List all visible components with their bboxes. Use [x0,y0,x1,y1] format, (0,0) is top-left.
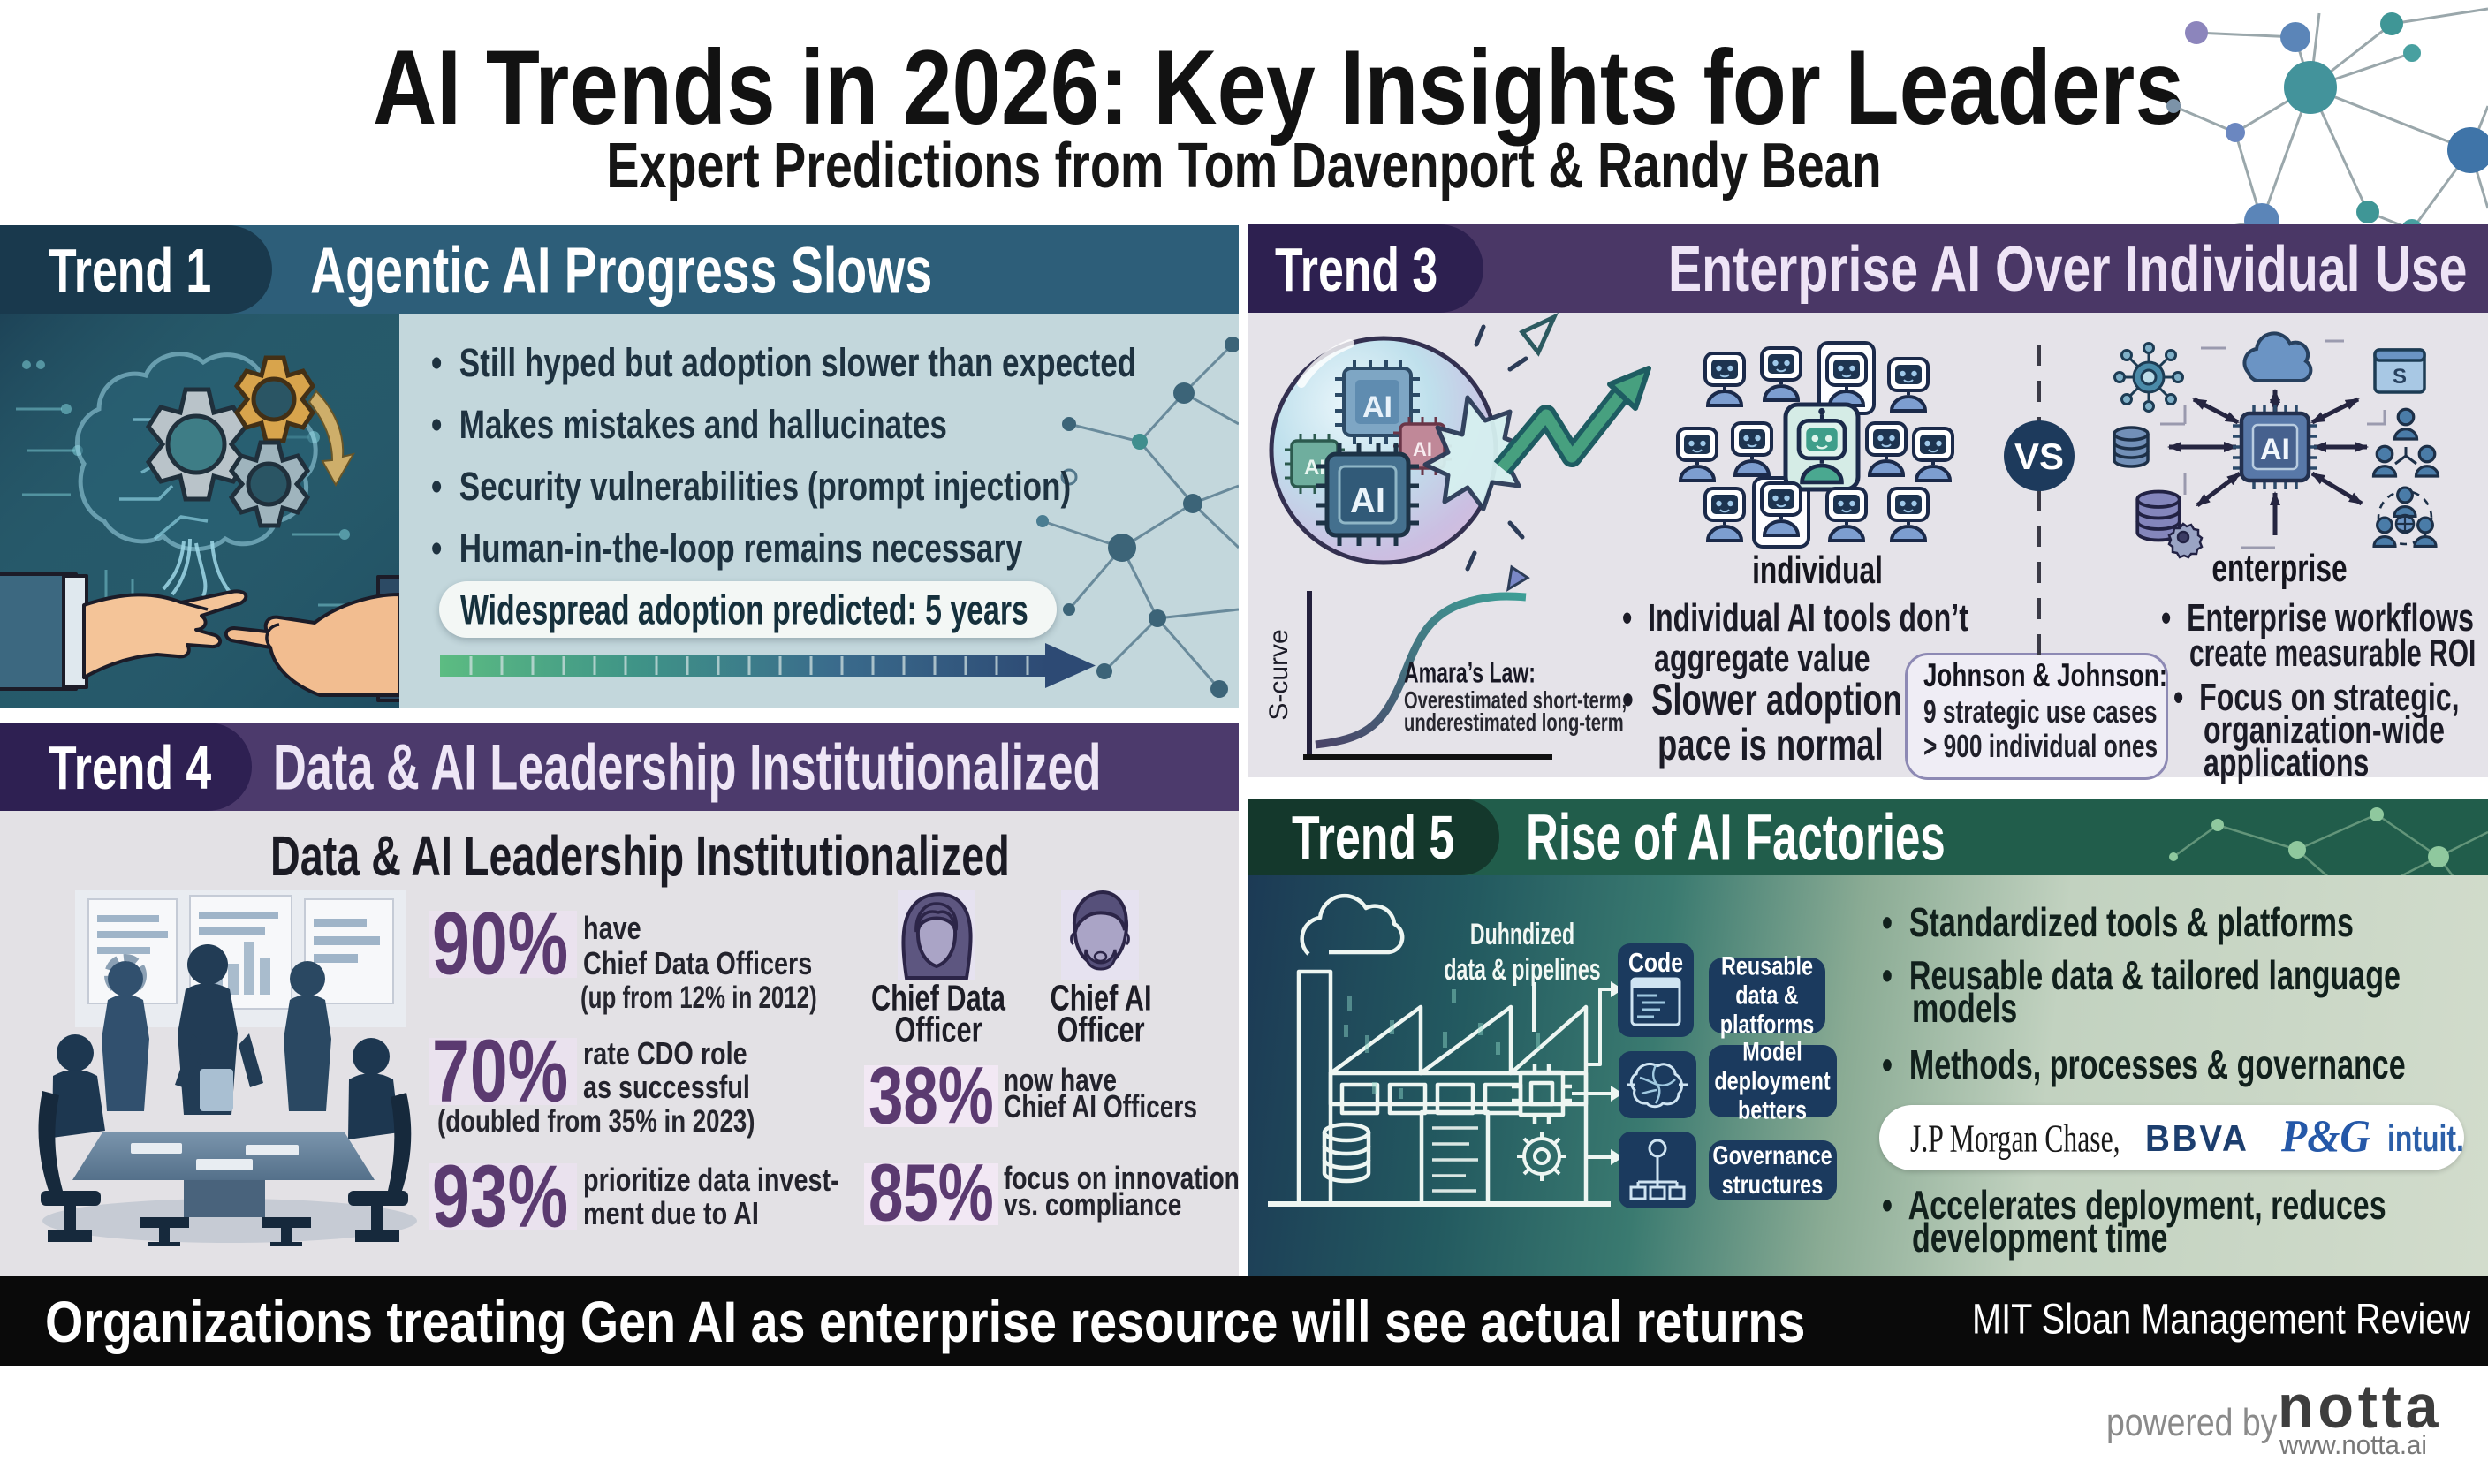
svg-text:S-curve: S-curve [1264,629,1293,720]
svg-text:S: S [2393,365,2407,389]
svg-text:AI: AI [2260,433,2290,466]
svg-text:AI: AI [1413,438,1432,460]
svg-text:AI: AI [1350,481,1385,520]
svg-text:AI: AI [1362,390,1392,424]
